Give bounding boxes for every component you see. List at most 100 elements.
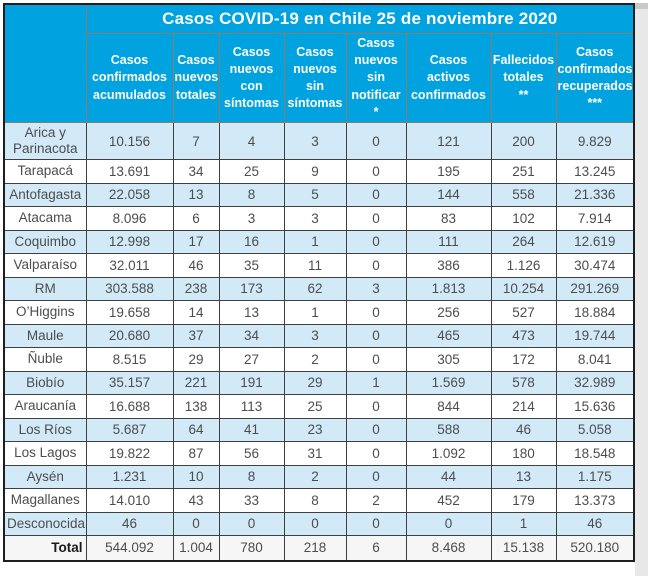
value-cell: 13 — [172, 182, 220, 207]
value-cell: 0 — [345, 253, 407, 278]
value-cell: 6 — [172, 206, 220, 231]
value-cell: 8 — [283, 488, 347, 513]
value-cell: 256 — [405, 300, 492, 325]
value-cell: 13 — [218, 300, 285, 325]
table-row: Atacama 8.096 6 3 3 0 83 102 7.914 — [3, 206, 635, 231]
region-cell: Los Lagos — [3, 441, 87, 466]
value-cell: 87 — [172, 441, 220, 466]
value-cell: 22.058 — [85, 182, 174, 207]
value-cell: 15.636 — [555, 394, 635, 419]
value-cell: 0 — [345, 159, 407, 184]
value-cell: 7.914 — [555, 206, 635, 231]
value-cell: 83 — [405, 206, 492, 231]
value-cell: 102 — [490, 206, 557, 231]
value-cell: 303.588 — [85, 276, 174, 301]
region-cell: Los Ríos — [3, 417, 87, 442]
column-header: Casos nuevos sin notificar * — [345, 33, 407, 123]
value-cell: 527 — [490, 300, 557, 325]
total-value-cell: 8.468 — [405, 535, 492, 561]
value-cell: 264 — [490, 229, 557, 254]
value-cell: 27 — [218, 347, 285, 372]
total-value-cell: 218 — [283, 535, 347, 561]
value-cell: 29 — [283, 370, 347, 395]
value-cell: 138 — [172, 394, 220, 419]
value-cell: 214 — [490, 394, 557, 419]
value-cell: 29 — [172, 347, 220, 372]
table-row: Desconocida 46 0 0 0 0 0 1 46 — [3, 511, 635, 536]
value-cell: 30.474 — [555, 253, 635, 278]
value-cell: 1.813 — [405, 276, 492, 301]
value-cell: 1 — [283, 229, 347, 254]
table-row: Valparaíso 32.011 46 35 11 0 386 1.126 30.474 — [3, 253, 635, 278]
column-header-row: Casos confirmados acumulados Casos nuevos… — [4, 33, 635, 123]
region-cell: O’Higgins — [3, 300, 87, 325]
table-row: Arica y Parinacota 10.156 7 4 3 0 121 200 9.829 — [3, 122, 635, 160]
value-cell: 46 — [490, 417, 557, 442]
value-cell: 16 — [218, 229, 285, 254]
table-row: Araucanía 16.688 138 113 25 0 844 214 15.636 — [3, 394, 635, 419]
value-cell: 41 — [218, 417, 285, 442]
value-cell: 4 — [218, 122, 285, 160]
total-value-cell: 1.004 — [172, 535, 220, 561]
value-cell: 465 — [405, 323, 492, 348]
title-row: Casos COVID-19 en Chile 25 de noviembre … — [3, 3, 635, 123]
value-cell: 7 — [172, 122, 220, 160]
value-cell: 14.010 — [85, 488, 174, 513]
total-value-cell: 544.092 — [85, 535, 174, 561]
value-cell: 3 — [283, 122, 347, 160]
value-cell: 44 — [405, 464, 492, 489]
value-cell: 13.245 — [555, 159, 635, 184]
region-cell: Ñuble — [3, 347, 87, 372]
table-row: RM 303.588 238 173 62 3 1.813 10.254 291.269 — [3, 276, 635, 301]
value-cell: 35 — [218, 253, 285, 278]
value-cell: 1.126 — [490, 253, 557, 278]
table-row: Aysén 1.231 10 8 2 0 44 13 1.175 — [3, 464, 635, 489]
value-cell: 1 — [283, 300, 347, 325]
value-cell: 3 — [218, 206, 285, 231]
value-cell: 558 — [490, 182, 557, 207]
column-header: Casos confirmados recuperados *** — [555, 33, 635, 123]
table-row: Tarapacá 13.691 34 25 9 0 195 251 13.245 — [3, 159, 635, 184]
value-cell: 34 — [172, 159, 220, 184]
page-title: Casos COVID-19 en Chile 25 de noviembre … — [85, 3, 635, 34]
value-cell: 0 — [283, 511, 347, 536]
table-row: Los Lagos 19.822 87 56 31 0 1.092 180 18.548 — [3, 441, 635, 466]
value-cell: 19.744 — [555, 323, 635, 348]
value-cell: 10.156 — [85, 122, 174, 160]
value-cell: 8.041 — [555, 347, 635, 372]
value-cell: 0 — [172, 511, 220, 536]
value-cell: 3 — [283, 206, 347, 231]
value-cell: 9 — [283, 159, 347, 184]
value-cell: 46 — [172, 253, 220, 278]
table-row: Magallanes 14.010 43 33 8 2 452 179 13.373 — [3, 488, 635, 513]
total-row: Total 544.092 1.004 780 218 6 8.468 15.138 520.1… — [3, 535, 635, 561]
value-cell: 13.373 — [555, 488, 635, 513]
region-cell: Arica y Parinacota — [3, 122, 87, 160]
value-cell: 179 — [490, 488, 557, 513]
value-cell: 121 — [405, 122, 492, 160]
value-cell: 17 — [172, 229, 220, 254]
region-cell: Atacama — [3, 206, 87, 231]
value-cell: 588 — [405, 417, 492, 442]
value-cell: 14 — [172, 300, 220, 325]
value-cell: 9.829 — [555, 122, 635, 160]
value-cell: 35.157 — [85, 370, 174, 395]
value-cell: 291.269 — [555, 276, 635, 301]
value-cell: 0 — [345, 441, 407, 466]
value-cell: 18.884 — [555, 300, 635, 325]
value-cell: 19.822 — [85, 441, 174, 466]
corner-cell — [3, 3, 87, 123]
value-cell: 0 — [345, 394, 407, 419]
value-cell: 25 — [283, 394, 347, 419]
value-cell: 3 — [345, 276, 407, 301]
value-cell: 180 — [490, 441, 557, 466]
column-header: Casos nuevos totales — [172, 33, 220, 123]
value-cell: 386 — [405, 253, 492, 278]
table-row: O’Higgins 19.658 14 13 1 0 256 527 18.884 — [3, 300, 635, 325]
region-cell: Antofagasta — [3, 182, 87, 207]
value-cell: 32.011 — [85, 253, 174, 278]
value-cell: 0 — [345, 300, 407, 325]
value-cell: 56 — [218, 441, 285, 466]
table-row: Antofagasta 22.058 13 8 5 0 144 558 21.336 — [3, 182, 635, 207]
value-cell: 5 — [283, 182, 347, 207]
